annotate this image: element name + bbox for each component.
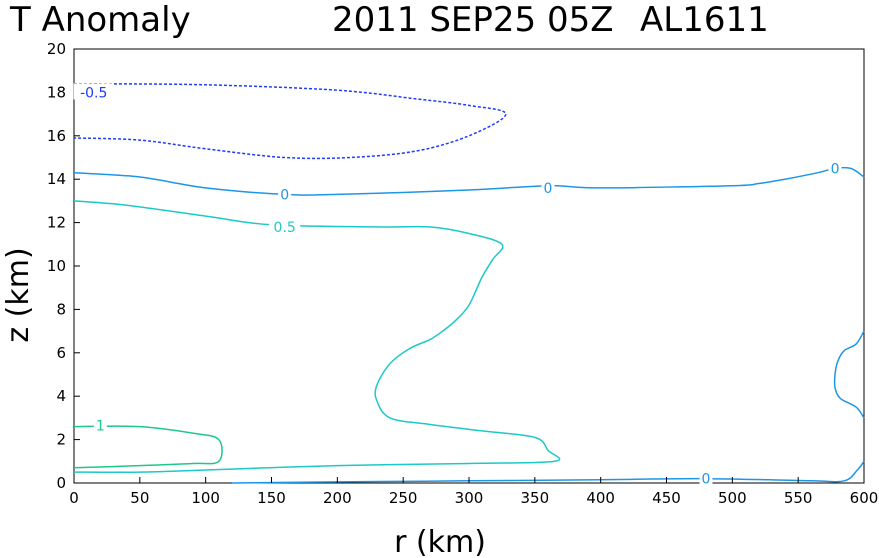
y-tick-label: 2 (56, 431, 66, 449)
y-tick-label: 6 (56, 344, 66, 362)
contour-line (231, 460, 865, 484)
x-tick-label: 250 (389, 489, 418, 507)
y-tick-label: 16 (47, 127, 66, 145)
y-tick-label: 10 (47, 257, 66, 275)
contour-label: -0.5 (80, 85, 107, 101)
y-tick-label: 12 (47, 214, 66, 232)
contour-labels: -0.5 0 0 0 0 0.5 1 (73, 83, 842, 488)
contour-line (73, 82, 507, 160)
contour-label-background (93, 416, 107, 433)
y-tick-label: 4 (56, 387, 66, 405)
contour-label: 0 (280, 187, 289, 203)
contour-label: 0 (831, 161, 840, 177)
contour-label: 0 (544, 181, 553, 197)
x-tick-label: 150 (257, 489, 286, 507)
y-tick-label: 0 (56, 474, 66, 492)
x-tick-label: 550 (784, 489, 813, 507)
contour-label-background (541, 178, 555, 195)
y-tick-label: 14 (47, 170, 66, 188)
chart-title-datetime: 2011 SEP25 05Z (332, 0, 614, 40)
y-tick-label: 8 (56, 300, 66, 318)
contour-label: 0.5 (274, 220, 296, 236)
x-tick-label: 200 (323, 489, 352, 507)
y-axis-title: z (km) (1, 247, 36, 342)
x-tick-label: 500 (718, 489, 747, 507)
contour-label-background (73, 83, 114, 100)
contour-label-background (699, 469, 713, 486)
contour-label: 1 (96, 418, 105, 434)
y-tick-label: 18 (47, 83, 66, 101)
y-tick-label: 20 (47, 40, 66, 58)
x-tick-label: 600 (850, 489, 879, 507)
contour-line (73, 425, 223, 469)
x-tick-label: 100 (191, 489, 220, 507)
contour-label-background (828, 159, 842, 176)
x-tick-label: 450 (652, 489, 681, 507)
contour-line (73, 166, 865, 196)
contour-line (73, 200, 561, 474)
x-axis-title: r (km) (394, 525, 486, 558)
x-tick-label: 50 (130, 489, 149, 507)
contour-label: 0 (702, 472, 711, 488)
contour-label-background (269, 217, 301, 234)
x-tick-label: 400 (586, 489, 615, 507)
contour-lines (73, 82, 865, 484)
x-tick-label: 0 (69, 489, 79, 507)
chart-title-field: T Anomaly (9, 0, 191, 40)
x-tick-label: 350 (521, 489, 550, 507)
axis-tick-labels: 0 50 100 150 200 250 300 350 400 450 500 550 6000246… (47, 40, 878, 507)
contour-line (833, 330, 865, 419)
contour-label-background (278, 185, 292, 202)
plot-frame (73, 48, 865, 484)
axis-ticks (73, 48, 865, 484)
chart-title-storm-id: AL1611 (640, 0, 769, 40)
x-tick-label: 300 (455, 489, 484, 507)
